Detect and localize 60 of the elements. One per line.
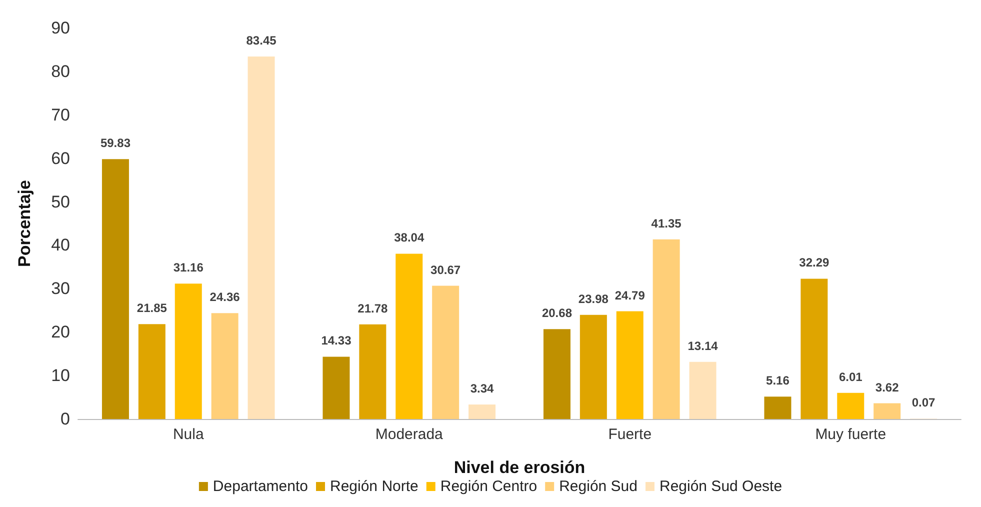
y-tick-label: 70 <box>51 105 70 124</box>
bar <box>211 313 238 419</box>
bar <box>837 392 864 419</box>
bar <box>102 159 129 419</box>
y-tick-label: 0 <box>60 410 70 428</box>
x-tick-label: Nula <box>172 426 204 443</box>
data-label: 31.16 <box>173 260 204 275</box>
x-axis-title: Nivel de erosión <box>454 458 586 477</box>
data-label: 59.83 <box>100 136 131 150</box>
bar <box>689 362 716 419</box>
data-label: 21.85 <box>136 301 168 316</box>
data-label: 83.45 <box>246 33 277 48</box>
y-tick-label: 80 <box>51 62 70 81</box>
bar <box>174 284 202 419</box>
bar <box>432 286 460 419</box>
y-tick-label: 30 <box>51 279 70 298</box>
bar <box>874 403 901 419</box>
data-label: 41.35 <box>651 216 682 230</box>
data-label: 24.36 <box>210 290 240 304</box>
data-label: 0.07 <box>912 396 936 410</box>
y-tick-label: 10 <box>51 366 70 386</box>
legend-label: Región Sud <box>559 478 638 495</box>
data-label: 13.14 <box>688 338 718 353</box>
data-label: 14.33 <box>321 334 352 348</box>
y-tick-label: 60 <box>51 148 70 168</box>
bar <box>138 324 166 419</box>
y-tick-label: 20 <box>51 322 70 342</box>
data-label: 32.29 <box>799 256 830 270</box>
bar <box>322 356 350 419</box>
bar <box>359 324 386 419</box>
data-label: 3.34 <box>470 381 494 396</box>
y-tick-label: 50 <box>51 192 70 212</box>
data-label: 23.98 <box>578 292 609 306</box>
data-label: 21.78 <box>358 301 388 316</box>
x-tick-label: Fuerte <box>608 426 652 443</box>
legend-label: Departamento <box>212 478 308 495</box>
data-label: 6.01 <box>838 370 863 384</box>
bar <box>468 404 496 419</box>
legend-label: Región Norte <box>330 478 418 495</box>
data-label: 3.62 <box>875 380 900 394</box>
bar <box>764 396 792 419</box>
bar <box>248 56 275 419</box>
y-tick-label: 40 <box>51 236 70 255</box>
legend-label: Región Sud Oeste <box>659 478 782 495</box>
legend-label: Región Centro <box>440 478 538 495</box>
bar <box>616 311 644 419</box>
data-label: 20.68 <box>542 306 572 320</box>
y-axis-title: Porcentaje <box>15 180 34 267</box>
x-tick-label: Moderada <box>375 426 444 443</box>
bar <box>800 278 828 419</box>
data-label: 38.04 <box>394 230 424 245</box>
x-tick-label: Muy fuerte <box>815 426 886 443</box>
data-label: 5.16 <box>766 374 790 388</box>
data-label: 24.79 <box>614 288 646 302</box>
bar <box>580 314 607 419</box>
y-tick-label: 90 <box>51 18 70 38</box>
data-label: 30.67 <box>430 262 461 277</box>
bar <box>652 239 680 419</box>
bar <box>396 254 423 419</box>
bar <box>543 329 570 419</box>
